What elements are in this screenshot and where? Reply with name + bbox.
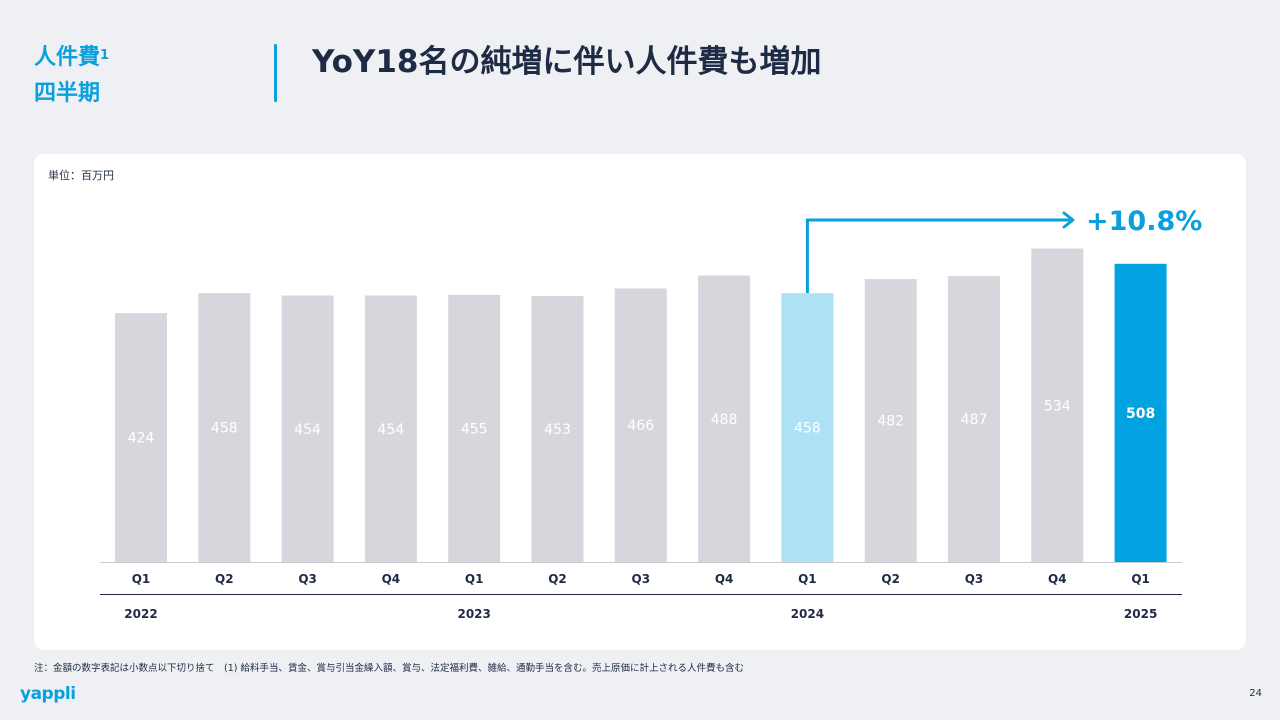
bar [864, 279, 917, 562]
data-label: 482 [877, 414, 904, 430]
data-label: 453 [544, 422, 571, 438]
data-label: 424 [128, 431, 155, 447]
quarter-tick-label: Q2 [548, 572, 567, 586]
bar [614, 288, 667, 562]
bar [781, 293, 834, 562]
data-label: 458 [211, 421, 238, 437]
section-label: 人件費1 四半期 [34, 40, 109, 112]
data-label: 458 [794, 421, 821, 437]
year-label: 2022 [124, 607, 157, 621]
data-label: 455 [461, 421, 488, 437]
data-label: 534 [1044, 398, 1071, 414]
year-label: 2025 [1124, 607, 1157, 621]
data-label: 454 [378, 422, 405, 438]
bar [115, 313, 167, 562]
footnote-marker: 1 [100, 48, 110, 63]
footnote: 注：金額の数字表記は小数点以下切り捨て (1) 給料手当、賃金、賞与引当金繰入額… [34, 663, 744, 674]
data-label: 488 [711, 412, 738, 428]
quarter-tick-label: Q1 [1131, 572, 1150, 586]
quarter-tick-label: Q3 [632, 572, 651, 586]
page-title: YoY18名の純増に伴い人件費も増加 [312, 44, 822, 80]
yappli-logo: yappli [20, 684, 76, 704]
bar [948, 276, 1000, 562]
data-label: 466 [627, 418, 654, 434]
bar [531, 296, 584, 562]
bar [698, 275, 751, 562]
bar [281, 295, 334, 562]
quarter-tick-label: Q3 [965, 572, 984, 586]
quarter-tick-label: Q2 [215, 572, 234, 586]
bar [364, 295, 417, 562]
data-label: 454 [294, 422, 321, 438]
quarter-tick-label: Q4 [1048, 572, 1067, 586]
unit-label: 単位：百万円 [48, 169, 114, 182]
data-label: 487 [961, 412, 988, 428]
page-number: 24 [1249, 688, 1262, 699]
quarter-tick-label: Q4 [382, 572, 401, 586]
bar [1031, 248, 1084, 563]
bar [198, 293, 251, 562]
growth-annotation: +10.8% [1086, 206, 1202, 237]
quarter-tick-label: Q1 [465, 572, 484, 586]
quarter-tick-label: Q1 [798, 572, 817, 586]
bar [1114, 263, 1167, 562]
header-divider [274, 44, 277, 102]
growth-arrow-line [805, 218, 1070, 294]
quarter-tick-label: Q3 [298, 572, 317, 586]
section-title: 人件費 [34, 45, 101, 70]
section-subtitle: 四半期 [34, 81, 101, 106]
quarter-tick-label: Q4 [715, 572, 734, 586]
bar [448, 294, 501, 562]
data-label: 508 [1126, 406, 1155, 422]
quarter-tick-label: Q2 [881, 572, 900, 586]
year-label: 2023 [457, 607, 490, 621]
quarter-tick-label: Q1 [132, 572, 151, 586]
year-label: 2024 [791, 607, 824, 621]
growth-arrow-head-icon [1062, 211, 1075, 229]
